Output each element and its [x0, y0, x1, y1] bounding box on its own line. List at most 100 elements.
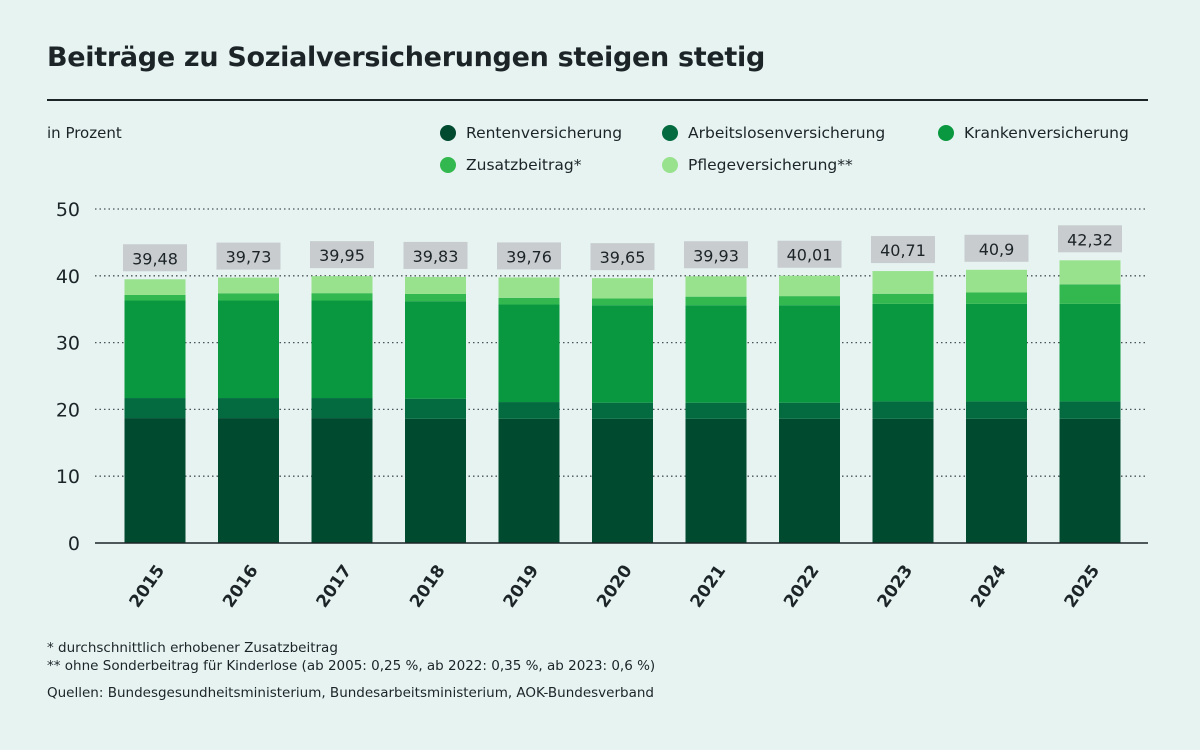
- total-label-box: [216, 242, 281, 270]
- legend-item-rentenversicherung: Rentenversicherung: [440, 124, 622, 142]
- bar-segment-pflegeversicherung: [124, 279, 186, 295]
- x-tick-label: 2025: [1061, 561, 1105, 611]
- chart-title: Beiträge zu Sozialversicherungen steigen…: [47, 42, 765, 73]
- bar-segment-rentenversicherung: [966, 418, 1027, 543]
- legend-swatch-icon: [938, 125, 954, 141]
- total-value-label: 42,32: [1067, 230, 1113, 249]
- bar-segment-rentenversicherung: [124, 418, 186, 543]
- total-label-box: [684, 241, 748, 269]
- bar-segment-rentenversicherung: [1059, 418, 1121, 543]
- x-tick-label: 2021: [687, 561, 731, 611]
- total-label-box: [403, 241, 468, 269]
- legend-label: Pflegeversicherung**: [688, 156, 853, 174]
- legend-item-krankenversicherung: Krankenversicherung: [938, 124, 1129, 142]
- bar-segment-pflegeversicherung: [592, 278, 653, 299]
- total-value-label: 39,95: [319, 246, 365, 265]
- legend-swatch-icon: [662, 157, 678, 173]
- bar-segment-zusatzbeitrag: [779, 296, 840, 306]
- bar-segment-rentenversicherung: [685, 418, 747, 543]
- bar-segment-zusatzbeitrag: [1059, 284, 1121, 304]
- title-divider: [47, 99, 1148, 101]
- total-label-box: [777, 240, 842, 268]
- bar-segment-krankenversicherung: [966, 303, 1027, 402]
- total-label-box: [1058, 225, 1122, 253]
- bar-segment-pflegeversicherung: [218, 277, 279, 294]
- bar-segment-krankenversicherung: [498, 304, 560, 403]
- y-tick-label: 0: [68, 533, 80, 555]
- x-tick-label: 2016: [219, 561, 263, 611]
- total-label-box: [871, 236, 935, 264]
- bar-segment-arbeitslosenversicherung: [405, 398, 466, 419]
- bar-segment-rentenversicherung: [592, 418, 653, 543]
- total-value-label: 39,76: [506, 247, 552, 266]
- bar-segment-arbeitslosenversicherung: [685, 402, 747, 419]
- bar-segment-krankenversicherung: [1059, 303, 1121, 402]
- bar-segment-pflegeversicherung: [498, 277, 560, 298]
- bar-segment-pflegeversicherung: [779, 275, 840, 297]
- x-tick-label: 2015: [126, 561, 170, 611]
- legend-item-arbeitslosenversicherung: Arbeitslosenversicherung: [662, 124, 885, 142]
- bar-segment-pflegeversicherung: [1059, 260, 1121, 285]
- total-label-box: [964, 234, 1029, 262]
- bar-segment-pflegeversicherung: [405, 276, 466, 294]
- total-value-label: 39,73: [226, 248, 272, 267]
- sources-note: Quellen: Bundesgesundheitsministerium, B…: [47, 685, 654, 701]
- total-label-box: [497, 242, 561, 270]
- total-label-box: [310, 241, 374, 269]
- bar-segment-arbeitslosenversicherung: [218, 398, 279, 419]
- bar-segment-rentenversicherung: [311, 418, 373, 543]
- footnote-zusatzbeitrag: * durchschnittlich erhobener Zusatzbeitr…: [47, 640, 338, 656]
- bar-segment-pflegeversicherung: [685, 276, 747, 297]
- x-tick-label: 2019: [500, 561, 544, 611]
- bar-segment-rentenversicherung: [405, 418, 466, 543]
- bar-segment-zusatzbeitrag: [592, 298, 653, 306]
- bar-segment-arbeitslosenversicherung: [1059, 401, 1121, 419]
- total-value-label: 40,9: [979, 240, 1015, 259]
- bar-segment-rentenversicherung: [779, 418, 840, 543]
- bar-segment-rentenversicherung: [218, 418, 279, 543]
- bar-segment-arbeitslosenversicherung: [498, 402, 560, 419]
- x-tick-label: 2024: [967, 561, 1011, 611]
- bar-segment-zusatzbeitrag: [124, 294, 186, 301]
- bar-segment-krankenversicherung: [405, 301, 466, 399]
- bar-segment-arbeitslosenversicherung: [592, 402, 653, 419]
- total-value-label: 39,83: [413, 247, 459, 266]
- bar-segment-arbeitslosenversicherung: [124, 398, 186, 419]
- bar-segment-zusatzbeitrag: [966, 292, 1027, 304]
- legend-item-zusatzbeitrag: Zusatzbeitrag*: [440, 156, 581, 174]
- total-label-box: [590, 243, 655, 271]
- total-value-label: 39,93: [693, 246, 739, 265]
- bar-segment-krankenversicherung: [311, 300, 373, 399]
- bar-segment-arbeitslosenversicherung: [779, 402, 840, 419]
- x-tick-label: 2018: [406, 561, 450, 611]
- y-tick-label: 10: [56, 466, 80, 488]
- bar-segment-zusatzbeitrag: [498, 297, 560, 305]
- legend-label: Arbeitslosenversicherung: [688, 124, 886, 142]
- x-tick-label: 2023: [874, 561, 918, 611]
- bar-segment-pflegeversicherung: [872, 271, 934, 294]
- legend-swatch-icon: [440, 157, 456, 173]
- bar-segment-zusatzbeitrag: [872, 293, 934, 304]
- bar-segment-krankenversicherung: [592, 305, 653, 403]
- x-tick-label: 2020: [593, 561, 637, 611]
- bar-segment-arbeitslosenversicherung: [966, 401, 1027, 419]
- bar-segment-zusatzbeitrag: [218, 293, 279, 301]
- bar-segment-krankenversicherung: [218, 300, 279, 399]
- bar-segment-krankenversicherung: [872, 303, 934, 402]
- bar-segment-krankenversicherung: [685, 305, 747, 403]
- legend-swatch-icon: [440, 125, 456, 141]
- x-tick-label: 2022: [780, 561, 824, 611]
- bar-segment-pflegeversicherung: [311, 276, 373, 294]
- bar-segment-krankenversicherung: [124, 300, 186, 399]
- total-value-label: 40,71: [880, 241, 926, 260]
- y-tick-label: 40: [56, 266, 80, 288]
- y-axis-unit-label: in Prozent: [47, 124, 122, 142]
- bar-segment-krankenversicherung: [779, 305, 840, 403]
- legend-swatch-icon: [662, 125, 678, 141]
- footnote-pflegeversicherung: ** ohne Sonderbeitrag für Kinderlose (ab…: [47, 658, 656, 674]
- total-value-label: 40,01: [787, 246, 833, 265]
- x-tick-label: 2017: [313, 561, 357, 611]
- total-value-label: 39,48: [132, 249, 178, 268]
- legend-label: Krankenversicherung: [964, 124, 1129, 142]
